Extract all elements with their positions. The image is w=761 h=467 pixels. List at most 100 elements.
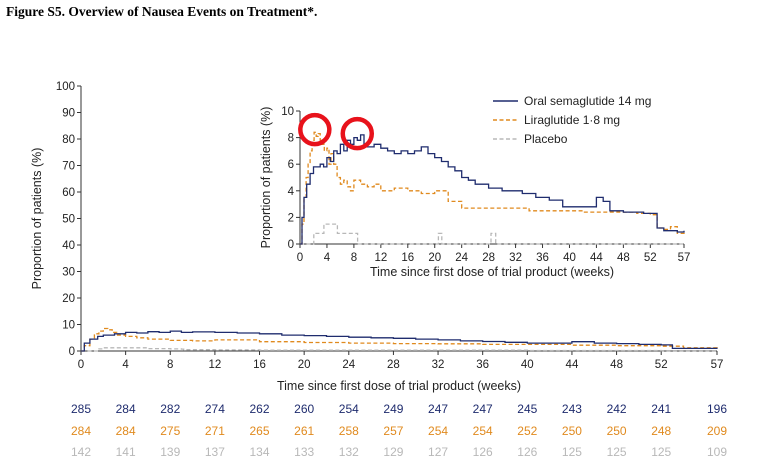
- inset-x-tick-label: 40: [563, 252, 576, 264]
- main-x-tick-label: 16: [253, 359, 266, 371]
- at-risk-value-placebo: 125: [562, 445, 582, 459]
- inset-y-tick-label: 2: [288, 212, 294, 224]
- inset-x-tick-label: 4: [324, 252, 331, 264]
- main-x-tick-label: 52: [655, 359, 668, 371]
- at-risk-value-liraglutide: 248: [651, 424, 671, 438]
- main-series-oral-semaglutide: [81, 330, 718, 352]
- inset-x-tick-label: 20: [428, 252, 441, 264]
- at-risk-value-liraglutide: 284: [116, 424, 136, 438]
- at-risk-value-liraglutide: 275: [160, 424, 180, 438]
- inset-x-tick-label: 44: [590, 252, 603, 264]
- main-y-tick-label: 90: [62, 108, 75, 120]
- main-x-axis-label: Time since first dose of trial product (…: [277, 379, 521, 393]
- at-risk-value-oral-semaglutide: 262: [250, 402, 270, 416]
- at-risk-value-placebo: 142: [71, 445, 91, 459]
- legend-label-oral-semaglutide: Oral semaglutide 14 mg: [524, 94, 651, 108]
- inset-x-tick-label: 12: [374, 252, 387, 264]
- at-risk-value-oral-semaglutide: 247: [428, 402, 448, 416]
- highlight-circle-1: [298, 112, 332, 147]
- at-risk-value-oral-semaglutide: 196: [707, 402, 727, 416]
- main-series-placebo: [81, 347, 718, 352]
- main-y-tick-label: 100: [56, 81, 75, 93]
- at-risk-value-placebo: 129: [383, 445, 403, 459]
- at-risk-value-placebo: 139: [160, 445, 180, 459]
- inset-x-tick-label: 16: [401, 252, 414, 264]
- at-risk-value-liraglutide: 250: [607, 424, 627, 438]
- at-risk-value-oral-semaglutide: 249: [383, 402, 403, 416]
- at-risk-value-liraglutide: 254: [473, 424, 493, 438]
- inset-legend: Oral semaglutide 14 mg Liraglutide 1·8 mg…: [493, 94, 651, 146]
- main-y-tick-label: 20: [62, 293, 75, 305]
- main-x-tick-label: 0: [78, 359, 84, 371]
- at-risk-value-placebo: 141: [116, 445, 136, 459]
- inset-y-tick-label: 0: [288, 239, 294, 251]
- main-y-tick-label: 80: [62, 134, 75, 146]
- main-x-tick-label: 44: [566, 359, 579, 371]
- main-y-tick-label: 30: [62, 267, 75, 279]
- legend-label-liraglutide: Liraglutide 1·8 mg: [524, 113, 620, 127]
- main-x-tick-label: 36: [476, 359, 489, 371]
- inset-x-tick-label: 52: [644, 252, 657, 264]
- inset-x-tick-label: 24: [455, 252, 468, 264]
- at-risk-value-placebo: 109: [707, 445, 727, 459]
- at-risk-value-placebo: 137: [205, 445, 225, 459]
- at-risk-value-placebo: 125: [651, 445, 671, 459]
- at-risk-value-placebo: 134: [250, 445, 270, 459]
- inset-x-tick-label: 32: [509, 252, 522, 264]
- at-risk-value-liraglutide: 252: [517, 424, 537, 438]
- inset-x-tick-label: 48: [617, 252, 630, 264]
- main-series-liraglutide: [81, 327, 718, 352]
- inset-x-tick-label: 57: [678, 252, 691, 264]
- at-risk-value-placebo: 126: [517, 445, 537, 459]
- at-risk-value-placebo: 126: [473, 445, 493, 459]
- inset-y-tick-label: 10: [281, 106, 294, 118]
- at-risk-value-placebo: 127: [428, 445, 448, 459]
- legend-label-placebo: Placebo: [524, 132, 568, 146]
- inset-y-tick-label: 4: [288, 186, 295, 198]
- inset-x-tick-label: 28: [482, 252, 495, 264]
- inset-series-liraglutide: [300, 131, 685, 245]
- main-x-tick-label: 12: [208, 359, 221, 371]
- inset-x-tick-label: 36: [536, 252, 549, 264]
- inset-y-tick-label: 8: [288, 133, 294, 145]
- at-risk-value-liraglutide: 250: [562, 424, 582, 438]
- main-x-tick-label: 57: [711, 359, 724, 371]
- at-risk-value-oral-semaglutide: 284: [116, 402, 136, 416]
- at-risk-value-liraglutide: 284: [71, 424, 91, 438]
- main-y-tick-label: 70: [62, 161, 75, 173]
- main-x-tick-label: 48: [610, 359, 623, 371]
- inset-x-tick-label: 0: [297, 252, 303, 264]
- inset-series-placebo: [300, 223, 684, 245]
- inset-x-tick-label: 8: [351, 252, 357, 264]
- at-risk-value-liraglutide: 271: [205, 424, 225, 438]
- inset-y-tick-label: 6: [288, 159, 294, 171]
- inset-x-axis-label: Time since first dose of trial product (…: [370, 265, 614, 279]
- at-risk-value-liraglutide: 258: [339, 424, 359, 438]
- at-risk-value-oral-semaglutide: 274: [205, 402, 225, 416]
- at-risk-value-liraglutide: 254: [428, 424, 448, 438]
- main-x-tick-label: 40: [521, 359, 534, 371]
- inset-y-axis-label: Proportion of patients (%): [259, 107, 273, 249]
- at-risk-value-liraglutide: 261: [294, 424, 314, 438]
- main-y-tick-label: 60: [62, 187, 75, 199]
- inset-series-oral-semaglutide: [300, 134, 685, 245]
- main-y-axis-label: Proportion of patients (%): [30, 148, 44, 290]
- at-risk-value-oral-semaglutide: 254: [339, 402, 359, 416]
- at-risk-value-liraglutide: 209: [707, 424, 727, 438]
- main-y-tick-label: 50: [62, 214, 75, 226]
- at-risk-value-oral-semaglutide: 247: [473, 402, 493, 416]
- at-risk-value-oral-semaglutide: 260: [294, 402, 314, 416]
- main-x-tick-label: 8: [167, 359, 173, 371]
- at-risk-value-oral-semaglutide: 282: [160, 402, 180, 416]
- at-risk-value-liraglutide: 257: [383, 424, 403, 438]
- main-x-tick-label: 20: [298, 359, 311, 371]
- main-x-tick-label: 28: [387, 359, 400, 371]
- at-risk-value-oral-semaglutide: 285: [71, 402, 91, 416]
- main-x-tick-label: 4: [122, 359, 129, 371]
- at-risk-value-oral-semaglutide: 245: [517, 402, 537, 416]
- main-y-tick-label: 40: [62, 240, 75, 252]
- at-risk-value-placebo: 132: [339, 445, 359, 459]
